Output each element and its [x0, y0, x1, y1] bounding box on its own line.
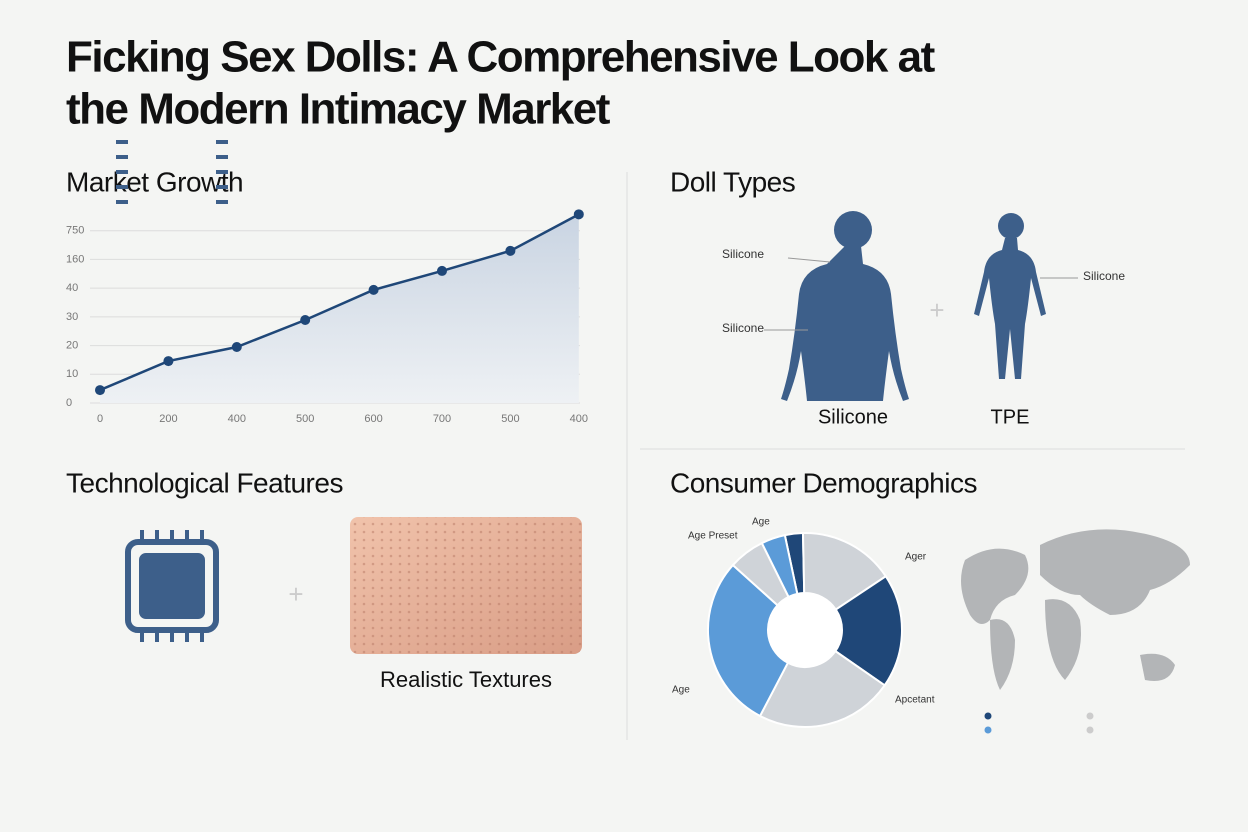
- point: [231, 342, 242, 353]
- section-title: Technological Features: [66, 467, 343, 498]
- callout: Age: [672, 685, 690, 696]
- x-tick-label: 400: [570, 413, 588, 425]
- x-tick-label: 200: [159, 413, 177, 425]
- section-title: Market Growth: [66, 166, 243, 197]
- callout: Silicone: [1083, 269, 1125, 283]
- chip-icon: [116, 140, 228, 642]
- y-tick-label: 750: [66, 225, 84, 237]
- point: [505, 245, 516, 256]
- y-tick-label: 0: [66, 397, 72, 409]
- line: [99, 213, 580, 392]
- point: [163, 356, 174, 367]
- caption: Silicone: [818, 406, 888, 428]
- world-map: [961, 529, 1190, 690]
- callout: Age Preset: [688, 531, 738, 542]
- x-tick-label: 500: [296, 413, 314, 425]
- caption: Realistic Textures: [380, 667, 552, 692]
- point: [368, 284, 379, 295]
- callout: Ager: [905, 552, 927, 563]
- y-tick-label: 20: [66, 339, 78, 351]
- x-tick-label: 700: [433, 413, 451, 425]
- callout: Silicone: [722, 247, 764, 261]
- x-tick-label: 0: [97, 413, 103, 425]
- y-tick-label: 30: [66, 311, 78, 323]
- y-tick-label: 160: [66, 253, 84, 265]
- x-tick-label: 600: [364, 413, 382, 425]
- x-tick-label: 400: [228, 413, 246, 425]
- point: [95, 385, 105, 396]
- callout-line: [764, 257, 1078, 331]
- section-title: Doll Types: [670, 166, 795, 197]
- x-tick-label: 500: [501, 413, 519, 425]
- callout: Apcetant: [895, 695, 935, 706]
- title-line-1: Ficking Sex Dolls: A Comprehensive Look …: [66, 33, 936, 82]
- donut-slice: [707, 563, 790, 718]
- plus: +: [288, 579, 303, 609]
- point: [300, 315, 311, 326]
- doll-silhouette: [781, 211, 1046, 401]
- plus: +: [929, 295, 944, 325]
- point: [573, 209, 584, 220]
- section-title: Consumer Demographics: [670, 467, 977, 498]
- donut-hole: [768, 593, 842, 667]
- callout: Silicone: [722, 321, 764, 335]
- texture-pores: [350, 517, 582, 654]
- map-legend: [984, 712, 1094, 734]
- area: [100, 214, 579, 403]
- y-tick-label: 40: [66, 282, 78, 294]
- callout: Age: [752, 517, 770, 528]
- y-tick-label: 10: [66, 368, 78, 380]
- caption: TPE: [991, 406, 1030, 428]
- point: [437, 265, 447, 276]
- title-line-2: the Modern Intimacy Market: [66, 85, 611, 134]
